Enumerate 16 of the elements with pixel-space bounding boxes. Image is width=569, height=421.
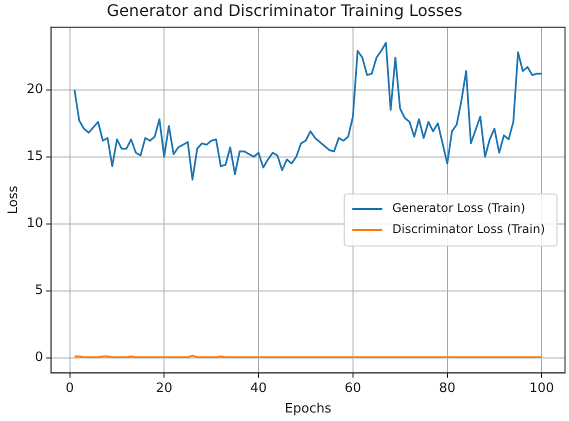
legend-label: Discriminator Loss (Train) [392, 222, 546, 236]
x-tick-label: 80 [438, 380, 456, 396]
x-tick-label: 60 [344, 380, 362, 396]
y-tick-label: 10 [26, 216, 44, 232]
y-tick-label: 15 [26, 149, 44, 164]
y-axis-title: Loss [6, 186, 22, 214]
chart-title: Generator and Discriminator Training Losses [106, 0, 462, 20]
x-tick-label: 40 [250, 380, 267, 396]
y-tick-label: 20 [26, 82, 44, 98]
y-tick-label: 0 [34, 350, 44, 366]
x-axis-title: Epochs [284, 402, 332, 417]
x-tick-label: 0 [66, 380, 74, 396]
legend-label: Generator Loss (Train) [392, 201, 526, 216]
x-tick-label: 20 [156, 380, 172, 396]
x-tick-label: 100 [529, 380, 554, 396]
y-tick-label: 5 [34, 283, 44, 298]
